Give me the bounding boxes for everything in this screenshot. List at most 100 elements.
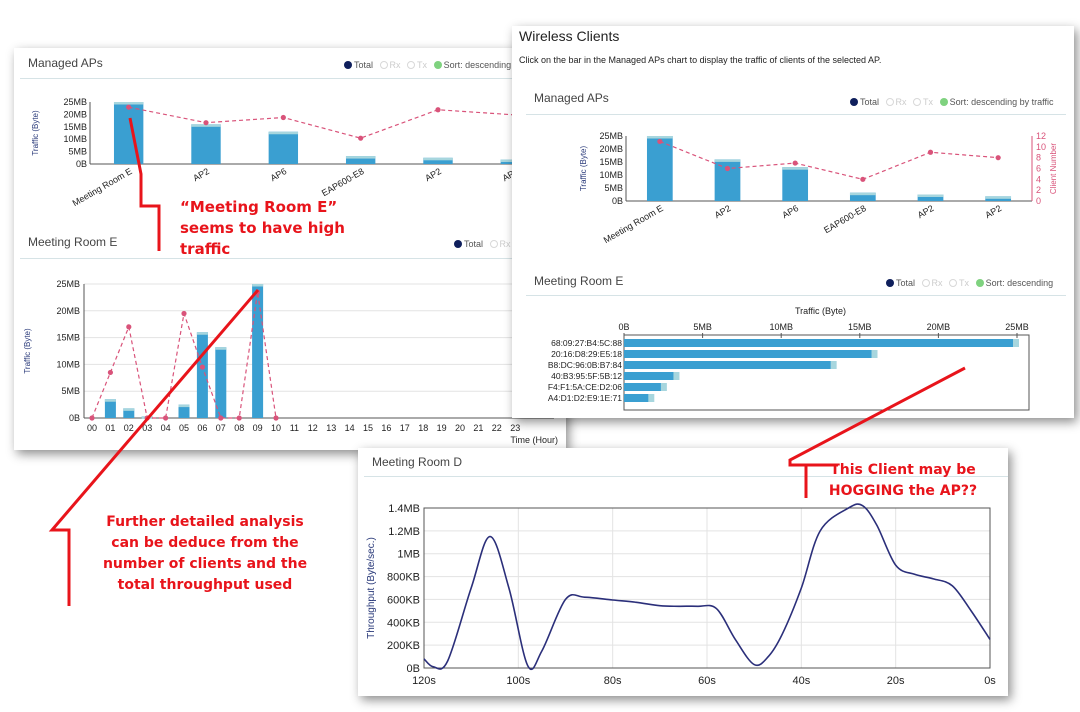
bar-cap	[1013, 339, 1019, 347]
y-axis-label: Traffic (Byte)	[579, 145, 588, 191]
bar-cap	[673, 372, 680, 380]
y-tick-label: 20MB	[63, 109, 87, 119]
bar	[104, 399, 116, 418]
x-tick-label: 01	[105, 423, 115, 433]
y-tick-label: 20MB	[56, 306, 80, 316]
legend-sort[interactable]: Sort: descending b	[443, 60, 519, 70]
x-tick-label: 15	[363, 423, 373, 433]
y-tick-label: 400KB	[387, 617, 420, 629]
total-legend-dot[interactable]	[454, 240, 462, 248]
throughput-chart[interactable]: 0B 200KB 400KB 600KB 800KB 1MB 1.2MB 1.4MB 120s 1…	[358, 488, 1008, 694]
legend-total[interactable]: Total	[860, 97, 880, 107]
client-number-point	[995, 155, 1001, 161]
divider	[526, 295, 1066, 296]
sort-legend-dot[interactable]	[433, 61, 442, 69]
x-tick-label: 13	[326, 423, 336, 433]
y2-tick-label: 0	[1036, 196, 1041, 206]
legend-sort[interactable]: Sort: descending	[985, 278, 1054, 288]
y-tick-label: 5MB	[61, 386, 80, 396]
bar-cap	[985, 196, 1012, 199]
x-tick-label: 07	[216, 423, 226, 433]
client-number-point	[358, 135, 364, 141]
aps-legend: Total Rx Tx Sort: descending by traffic	[846, 97, 1053, 107]
clients-legend: Total Rx Tx Sort: descending	[882, 278, 1053, 288]
bar	[345, 156, 376, 164]
bar-cap	[178, 404, 190, 408]
wireless-clients-header: Wireless Clients	[519, 28, 620, 44]
legend-rx[interactable]: Rx	[499, 239, 511, 249]
throughput-line	[423, 503, 991, 671]
client-number-point	[126, 104, 132, 110]
legend-rx[interactable]: Rx	[895, 97, 907, 107]
x-tick-label: AP6	[780, 203, 800, 220]
client-number-point	[144, 415, 150, 421]
y-tick-label: 15MB	[63, 122, 87, 132]
x-tick-label: Meeting Room E	[71, 166, 134, 208]
bar	[624, 339, 1017, 347]
x-tick-label: 5MB	[693, 322, 712, 332]
hourly-traffic-chart[interactable]: 0B 5MB 10MB 15MB 20MB 25MB Traffic (Byte) 00 01 0…	[14, 262, 566, 448]
legend-sort[interactable]: Sort: descending by traffic	[949, 97, 1054, 107]
sort-legend-dot[interactable]	[939, 98, 948, 106]
y-tick-label: 10MB	[56, 359, 80, 369]
rx-legend-dot[interactable]	[885, 98, 894, 106]
legend-total[interactable]: Total	[464, 239, 484, 249]
y2-axis-label: Client Number	[1049, 143, 1058, 194]
bar-cap	[123, 408, 135, 411]
bar-cap	[871, 350, 878, 358]
managed-aps-chart[interactable]: 0B 5MB 10MB 15MB 20MB 25MB Traffic (Byte) 02468…	[512, 122, 1074, 262]
client-traffic-chart[interactable]: Traffic (Byte) 0B 5MB 10MB 15MB 20MB 25MB 68:09…	[512, 302, 1074, 414]
meeting-room-d-panel: Meeting Room D 0B 200KB 400KB 600KB 800KB 1MB…	[358, 448, 1008, 696]
rx-legend-dot[interactable]	[379, 61, 388, 69]
legend-tx[interactable]: Tx	[959, 278, 970, 288]
y-tick-label: A4:D1:D2:E9:1E:71	[548, 393, 622, 403]
bar-cap	[917, 194, 944, 197]
total-legend-dot[interactable]	[344, 61, 352, 69]
bar-cap	[215, 347, 227, 350]
total-legend-dot[interactable]	[850, 98, 858, 106]
bar-cap	[423, 157, 453, 161]
x-tick-label: AP6	[269, 166, 289, 183]
total-legend-dot[interactable]	[886, 279, 894, 287]
x-tick-label: 03	[142, 423, 152, 433]
client-number-point	[218, 415, 224, 421]
tx-legend-dot[interactable]	[913, 98, 922, 106]
legend-tx[interactable]: Tx	[923, 97, 934, 107]
tx-legend-dot[interactable]	[949, 279, 958, 287]
client-number-point	[792, 160, 798, 166]
legend-total[interactable]: Total	[896, 278, 916, 288]
bar-cap	[830, 361, 837, 369]
rx-legend-dot[interactable]	[489, 240, 498, 248]
client-number-point	[163, 415, 169, 421]
x-tick-label: EAP600-E8	[822, 203, 868, 235]
y-tick-label: 15MB	[56, 333, 80, 343]
y-tick-label: 0B	[612, 196, 623, 206]
y2-tick-label: 10	[1036, 142, 1046, 152]
x-tick-label: AP2	[916, 203, 936, 220]
tx-legend-dot[interactable]	[407, 61, 416, 69]
bar-cap	[782, 167, 809, 170]
x-tick-label: 20MB	[927, 322, 951, 332]
y-axis-label: Traffic (Byte)	[23, 328, 32, 374]
x-axis-label: Time (Hour)	[510, 435, 558, 445]
legend-tx[interactable]: Tx	[417, 60, 428, 70]
divider	[364, 476, 1008, 477]
y-tick-label: 68:09:27:B4:5C:88	[551, 338, 622, 348]
y-tick-label: F4:F1:5A:CE:D2:06	[548, 382, 622, 392]
legend-rx[interactable]: Rx	[389, 60, 401, 70]
legend-rx[interactable]: Rx	[931, 278, 943, 288]
x-tick-label: 19	[437, 423, 447, 433]
client-number-point	[860, 176, 866, 182]
y-tick-label: 40:B3:95:5F:5B:12	[551, 371, 622, 381]
managed-aps-chart[interactable]: 0B 5MB 10MB 15MB 20MB 25MB Traffic (Byte) Meeti…	[14, 84, 566, 214]
bar	[196, 332, 208, 418]
sort-legend-dot[interactable]	[975, 279, 984, 287]
bar	[714, 159, 741, 201]
x-tick-label: 20s	[887, 675, 905, 687]
x-tick-label: 40s	[792, 675, 810, 687]
rx-legend-dot[interactable]	[921, 279, 930, 287]
y-tick-label: 25MB	[599, 131, 623, 141]
x-tick-label: 06	[197, 423, 207, 433]
legend-total[interactable]: Total	[354, 60, 374, 70]
bar-cap	[714, 159, 741, 162]
